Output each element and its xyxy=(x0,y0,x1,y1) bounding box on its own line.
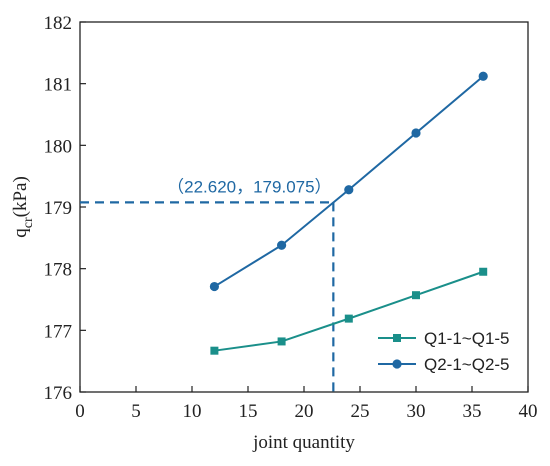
y-tick-label: 180 xyxy=(44,136,73,157)
x-tick-label: 10 xyxy=(183,401,202,422)
series-2-point xyxy=(344,185,354,195)
series-1-point xyxy=(412,291,420,300)
legend-marker-2 xyxy=(392,359,402,369)
series-1-point xyxy=(277,337,286,346)
y-axis-label: qcr(kPa) xyxy=(10,176,36,238)
x-tick-label: 25 xyxy=(351,401,370,422)
y-axis-label-subscript: cr xyxy=(21,217,36,228)
series-2-point xyxy=(411,128,421,138)
series-2-point xyxy=(277,240,287,250)
y-axis-label-unit: (kPa) xyxy=(10,176,31,217)
series-2-point xyxy=(478,71,488,81)
x-tick-label: 40 xyxy=(519,401,538,422)
x-tick-label: 20 xyxy=(295,401,314,422)
x-tick-label: 35 xyxy=(463,401,482,422)
legend-label-1: Q1-1~Q1-5 xyxy=(424,329,510,348)
x-tick-label: 5 xyxy=(131,401,141,422)
y-axis-label-main: q xyxy=(10,228,31,238)
y-tick-label: 179 xyxy=(44,198,73,219)
legend-label-2: Q2-1~Q2-5 xyxy=(424,355,510,374)
series-1-point xyxy=(344,314,353,323)
y-tick-label: 177 xyxy=(44,321,73,342)
y-tick-label: 178 xyxy=(44,260,73,281)
x-tick-label: 30 xyxy=(407,401,426,422)
annotation-label: （22.620，179.075） xyxy=(167,177,331,196)
series-2-point xyxy=(209,281,219,292)
series-1-point xyxy=(210,346,219,355)
legend-marker-1 xyxy=(393,334,401,342)
x-tick-label: 15 xyxy=(239,401,258,422)
x-tick-label: 0 xyxy=(75,401,85,422)
x-axis-label: joint quantity xyxy=(252,432,355,453)
y-tick-label: 176 xyxy=(44,383,73,404)
y-tick-label: 181 xyxy=(44,75,73,96)
series-1-point xyxy=(479,267,488,276)
y-tick-label: 182 xyxy=(44,13,73,34)
